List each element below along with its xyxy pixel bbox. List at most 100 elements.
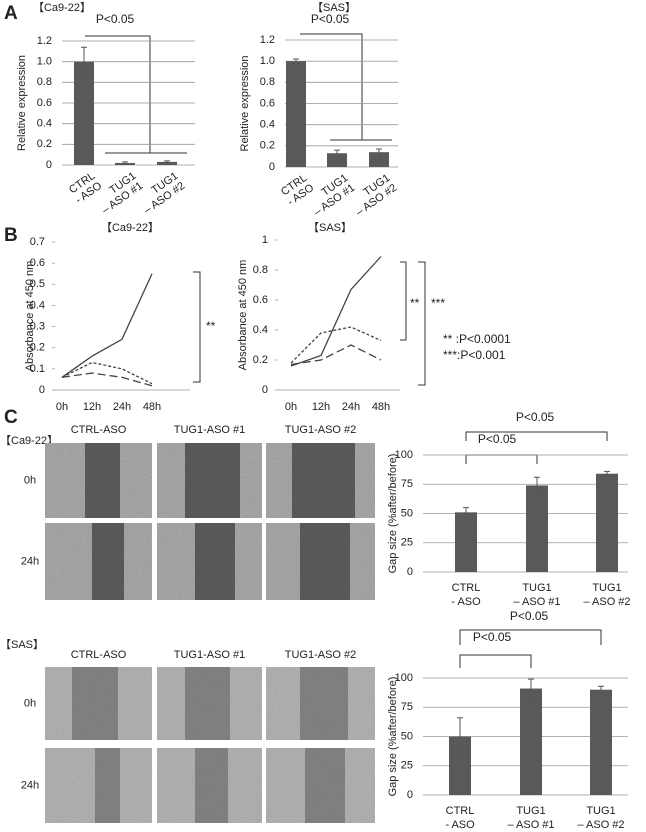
y-tick-label: 0: [39, 384, 45, 396]
annotation: P<0.05: [96, 12, 135, 26]
x-tick-label: 0h: [56, 401, 68, 413]
x-tick-label: – ASO #2: [577, 819, 624, 831]
y-tick-label: 100: [395, 672, 413, 684]
y-tick-label: 1.0: [260, 55, 275, 67]
annotation: P<0.05: [516, 410, 555, 424]
y-tick-label: 0.1: [30, 363, 45, 375]
annotation: **: [410, 296, 420, 310]
y-tick-label: 0.2: [260, 140, 275, 152]
bar: [596, 473, 618, 572]
chart-title: 【Ca9-22】: [101, 221, 159, 234]
x-tick-label: – ASO #1: [513, 596, 560, 608]
panel-label: A: [4, 3, 18, 24]
error-bar: [376, 148, 382, 156]
bar: [520, 688, 542, 795]
x-tick-label: - ASO: [451, 596, 481, 608]
wound-gap: [305, 748, 345, 823]
y-tick-label: 0.6: [30, 257, 45, 269]
y-tick-label: 0.4: [30, 299, 45, 311]
y-tick-label: 0.4: [253, 324, 268, 336]
y-tick-label: 25: [401, 760, 413, 772]
row-label: 0h: [24, 474, 36, 486]
x-tick-label: - ASO: [445, 819, 475, 831]
x-tick-label: 24h: [342, 401, 360, 413]
error-bar: [334, 149, 340, 157]
line-series: [290, 326, 382, 364]
y-tick-label: 0.2: [253, 354, 268, 366]
annotation: P<0.05: [510, 609, 549, 623]
column-header: TUG1-ASO #1: [174, 649, 246, 661]
bar: [590, 689, 612, 795]
column-header: TUG1-ASO #2: [285, 649, 357, 661]
bar: [455, 512, 477, 572]
y-tick-label: 0.2: [37, 138, 52, 150]
column-header: TUG1-ASO #1: [174, 424, 246, 436]
y-axis-label: Absorbance at 450 nm: [237, 260, 249, 371]
bar: [286, 61, 306, 167]
row-label: 0h: [24, 697, 36, 709]
line-series: [290, 256, 382, 367]
error-bar: [528, 678, 534, 699]
line-series: [61, 361, 153, 385]
x-tick-label: TUG1: [592, 582, 621, 594]
y-tick-label: 0.4: [37, 118, 52, 130]
annotation: **: [206, 319, 216, 333]
group-label: 【Ca9-22】: [0, 434, 58, 447]
wound-gap: [292, 443, 355, 518]
line-series: [61, 273, 153, 378]
bar: [74, 61, 94, 165]
chart-title: 【SAS】: [312, 1, 356, 14]
significance-bracket: [459, 629, 602, 668]
y-axis-label: Relative expression: [16, 55, 28, 151]
error-bar: [122, 161, 128, 165]
wound-gap: [300, 523, 350, 600]
x-tick-label: TUG1: [586, 805, 615, 817]
chart-title: 【SAS】: [308, 221, 352, 234]
y-tick-label: 1.2: [37, 35, 52, 47]
x-tick-label: 48h: [372, 401, 390, 413]
row-label: 24h: [21, 779, 39, 791]
wound-gap: [185, 667, 230, 740]
error-bar: [463, 507, 469, 518]
chart-title: 【Ca9-22】: [33, 1, 91, 14]
y-axis-label: Relative expression: [239, 56, 251, 152]
x-tick-label: 24h: [113, 401, 131, 413]
error-bar: [598, 685, 604, 694]
y-tick-label: 0: [262, 384, 268, 396]
column-header: CTRL-ASO: [71, 424, 127, 436]
annotation: ***:P<0.001: [443, 348, 506, 362]
wound-gap: [85, 443, 120, 518]
y-tick-label: 0.3: [30, 320, 45, 332]
x-tick-label: 12h: [312, 401, 330, 413]
annotation: P<0.05: [478, 432, 517, 446]
y-tick-label: 0.4: [260, 119, 275, 131]
y-tick-label: 0: [269, 161, 275, 173]
y-tick-label: 0.6: [260, 97, 275, 109]
error-bar: [293, 58, 299, 64]
y-tick-label: 25: [401, 537, 413, 549]
y-tick-label: 50: [401, 730, 413, 742]
y-tick-label: 0.6: [253, 294, 268, 306]
row-label: 24h: [21, 555, 39, 567]
error-bar: [81, 46, 87, 77]
error-bar: [604, 470, 610, 477]
wound-gap: [95, 748, 120, 823]
bar: [157, 161, 177, 165]
x-tick-label: TUG1: [522, 582, 551, 594]
y-tick-label: 1: [262, 234, 268, 246]
error-bar: [164, 160, 170, 164]
y-tick-label: 75: [401, 701, 413, 713]
y-axis-label: Gap size (%after/before): [387, 677, 399, 797]
x-tick-label: 48h: [143, 401, 161, 413]
x-tick-label: CTRL: [452, 582, 481, 594]
y-tick-label: 1.0: [37, 56, 52, 68]
line-series: [61, 372, 153, 387]
y-tick-label: 0: [46, 159, 52, 171]
wound-gap: [92, 523, 124, 600]
annotation: P<0.05: [473, 630, 512, 644]
y-tick-label: 0.2: [30, 342, 45, 354]
line-series: [290, 344, 382, 366]
y-tick-label: 0.8: [253, 264, 268, 276]
y-tick-label: 75: [401, 478, 413, 490]
